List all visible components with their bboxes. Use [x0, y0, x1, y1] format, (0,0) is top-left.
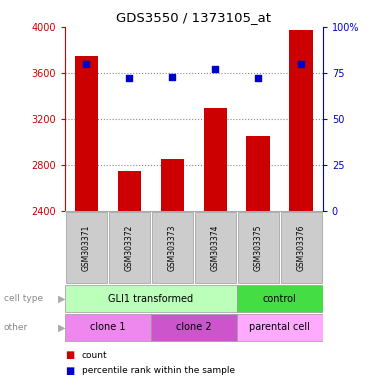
Text: GSM303374: GSM303374 — [211, 224, 220, 271]
Text: clone 2: clone 2 — [176, 322, 212, 333]
Text: other: other — [4, 323, 28, 332]
Bar — [237, 314, 323, 341]
Text: ■: ■ — [65, 366, 74, 376]
Bar — [75, 56, 98, 211]
Bar — [151, 314, 237, 341]
Bar — [109, 212, 150, 283]
Point — [298, 61, 304, 67]
Bar — [161, 159, 184, 211]
Text: GSM303372: GSM303372 — [125, 225, 134, 271]
Text: control: control — [263, 293, 297, 304]
Point — [255, 75, 261, 81]
Bar — [246, 136, 270, 211]
Text: count: count — [82, 351, 107, 360]
Text: GSM303375: GSM303375 — [254, 224, 263, 271]
Title: GDS3550 / 1373105_at: GDS3550 / 1373105_at — [116, 11, 271, 24]
Bar — [237, 285, 323, 312]
Text: GSM303376: GSM303376 — [297, 224, 306, 271]
Bar — [238, 212, 279, 283]
Bar — [65, 314, 151, 341]
Text: cell type: cell type — [4, 294, 43, 303]
Bar — [280, 212, 322, 283]
Text: ▶: ▶ — [58, 322, 65, 333]
Bar — [204, 108, 227, 211]
Bar — [195, 212, 236, 283]
Text: clone 1: clone 1 — [90, 322, 126, 333]
Point — [212, 66, 218, 72]
Bar — [289, 30, 313, 211]
Bar — [118, 171, 141, 211]
Bar — [152, 212, 193, 283]
Bar — [66, 212, 107, 283]
Text: ▶: ▶ — [58, 293, 65, 304]
Bar — [65, 285, 237, 312]
Point — [127, 75, 132, 81]
Text: parental cell: parental cell — [249, 322, 310, 333]
Text: ■: ■ — [65, 350, 74, 360]
Text: GLI1 transformed: GLI1 transformed — [108, 293, 193, 304]
Text: GSM303371: GSM303371 — [82, 225, 91, 271]
Point — [170, 74, 175, 80]
Text: percentile rank within the sample: percentile rank within the sample — [82, 366, 235, 375]
Point — [83, 61, 89, 67]
Text: GSM303373: GSM303373 — [168, 224, 177, 271]
